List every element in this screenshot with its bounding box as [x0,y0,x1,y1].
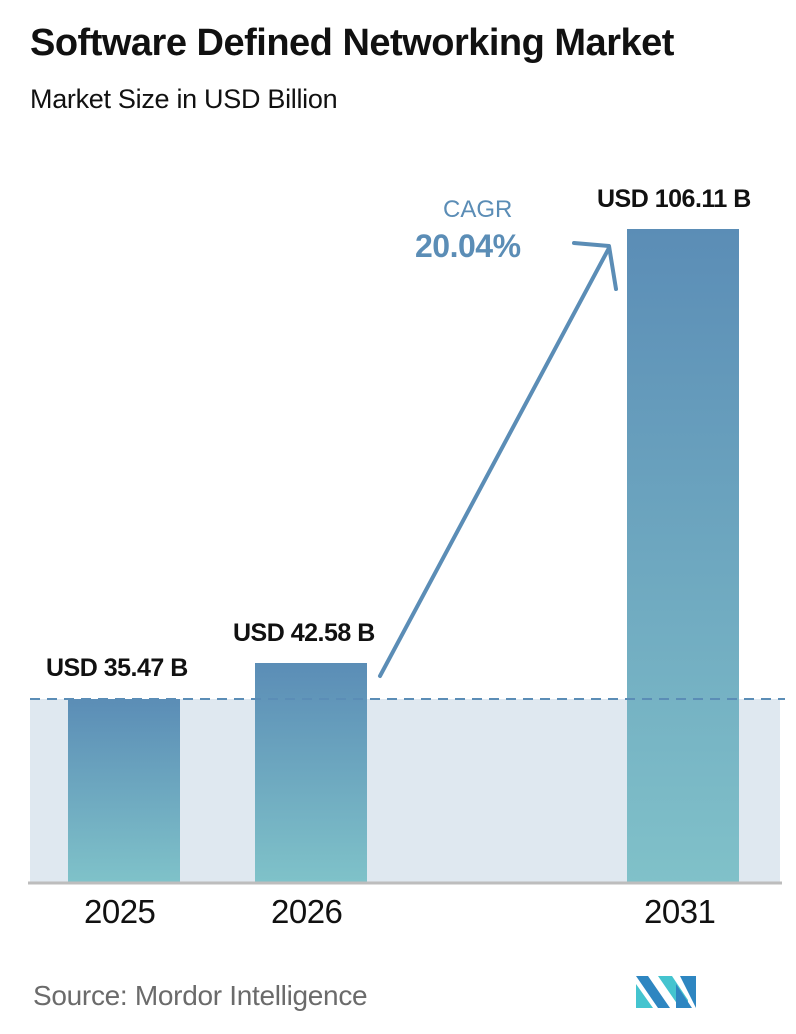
cagr-label: CAGR [443,196,513,223]
x-tick-2026: 2026 [271,893,343,930]
bar-2026 [255,663,367,882]
cagr-value: 20.04% [415,228,521,264]
mordor-intelligence-logo-icon [636,976,696,1008]
cagr-arrow-icon [378,241,618,678]
bar-label-2031: USD 106.11 B [597,185,751,213]
bar-label-2025: USD 35.47 B [46,654,188,682]
bar-label-2026: USD 42.58 B [233,619,375,647]
bar-2025 [68,699,180,882]
chart-title: Software Defined Networking Market [30,22,674,64]
bar-2031 [627,229,739,882]
x-tick-2031: 2031 [644,893,716,930]
x-tick-2025: 2025 [84,893,156,930]
chart-subtitle: Market Size in USD Billion [30,84,338,114]
source-text: Source: Mordor Intelligence [33,980,368,1011]
